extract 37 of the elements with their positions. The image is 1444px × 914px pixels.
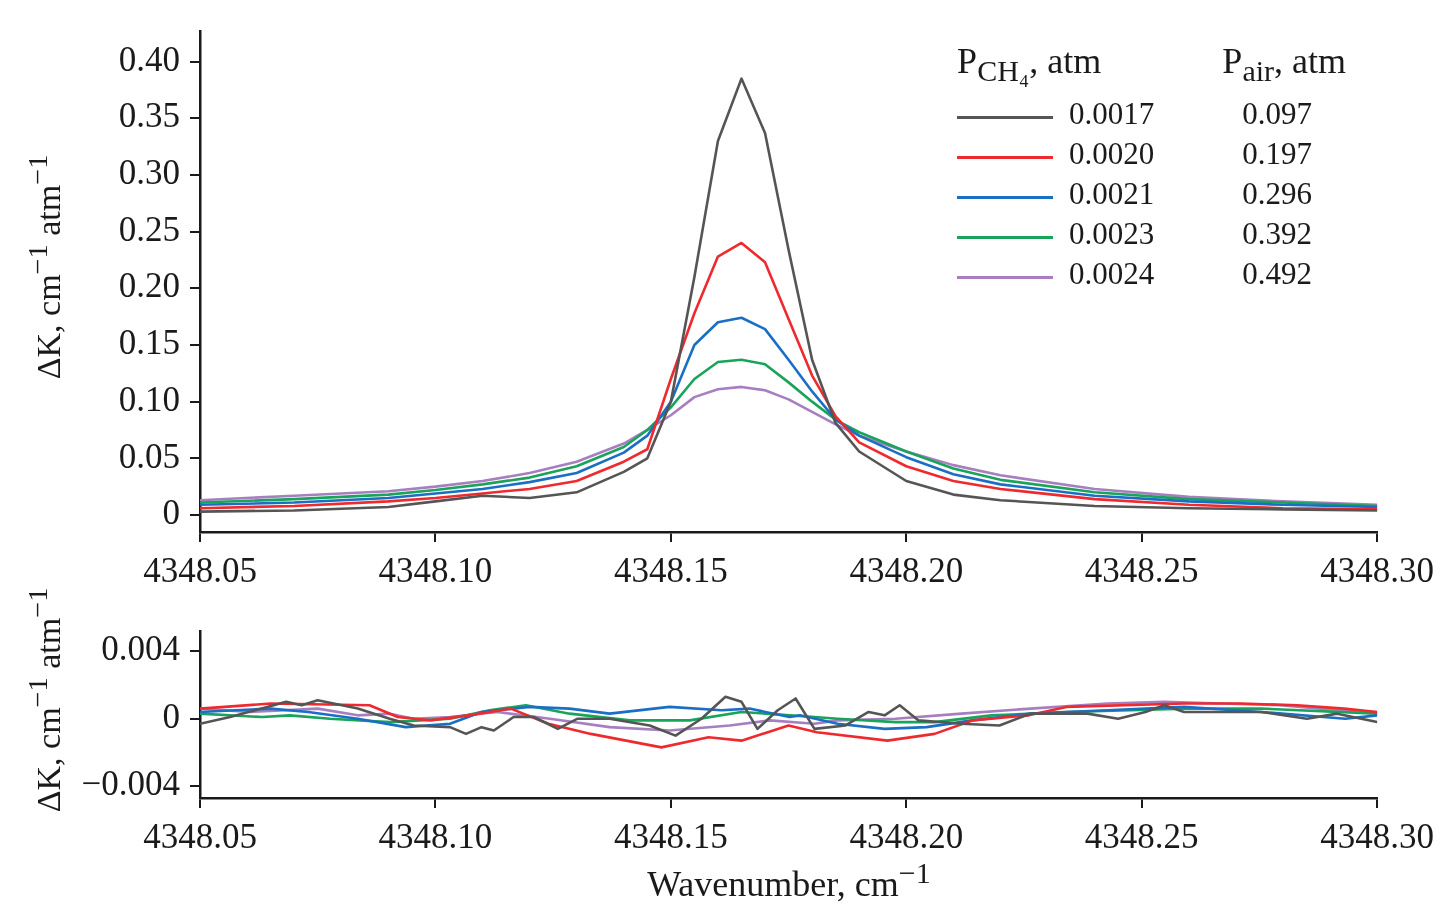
x-tick-label: 4348.05 xyxy=(143,551,257,591)
y-tick-label: 0 xyxy=(162,493,180,533)
annotation: 0.492 xyxy=(1241,255,1314,294)
y-tick-label: −0.004 xyxy=(81,764,180,804)
annotation: 0.197 xyxy=(1241,135,1314,174)
y-tick-label: 0.40 xyxy=(118,39,180,79)
annotation: 0.097 xyxy=(1241,95,1314,134)
x-tick-label: 4348.30 xyxy=(1320,817,1434,857)
x-tick-label: 4348.20 xyxy=(849,817,964,857)
x-tick-label: 4348.20 xyxy=(849,551,964,591)
annotation: P$_{air}$, atm xyxy=(1221,40,1347,90)
y-tick-label: 0.20 xyxy=(118,266,180,306)
legend-label: 0.0017 xyxy=(1068,95,1156,134)
legend-label: 0.0024 xyxy=(1068,255,1156,294)
x-tick-label: 4348.25 xyxy=(1084,817,1199,857)
y-tick-label: 0.05 xyxy=(118,436,180,476)
annotation: 0.296 xyxy=(1241,175,1314,214)
y-tick-label: 0.10 xyxy=(118,379,180,419)
x-tick-label: 4348.30 xyxy=(1320,551,1434,591)
x-tick-label: 4348.10 xyxy=(378,551,493,591)
y-tick-label: 0.35 xyxy=(118,96,180,136)
x-tick-label: 4348.10 xyxy=(378,817,493,857)
x-tick-label: 4348.05 xyxy=(143,817,257,857)
x-axis-title: Wavenumber, cm$^{−1}$ xyxy=(647,856,931,905)
legend-label: 0.0021 xyxy=(1068,175,1156,214)
y-tick-label: 0.25 xyxy=(118,209,180,249)
y-tick-label: 0.30 xyxy=(118,153,180,193)
y-tick-label: 0 xyxy=(162,696,180,736)
y-tick-label: 0.004 xyxy=(101,629,180,669)
legend-label: 0.0023 xyxy=(1068,215,1156,254)
legend-title: P$_{CH₄}$, atm xyxy=(956,40,1103,90)
legend-label: 0.0020 xyxy=(1068,135,1156,174)
y-tick-label: 0.15 xyxy=(118,323,180,363)
x-tick-label: 4348.25 xyxy=(1084,551,1199,591)
annotation: 0.392 xyxy=(1241,215,1314,254)
x-tick-label: 4348.15 xyxy=(613,551,728,591)
x-tick-label: 4348.15 xyxy=(613,817,728,857)
